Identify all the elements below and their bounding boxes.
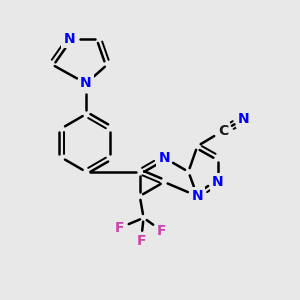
Text: N: N (158, 151, 170, 165)
Text: N: N (238, 112, 249, 126)
Text: N: N (192, 189, 203, 203)
Text: N: N (64, 32, 75, 46)
Text: N: N (80, 76, 92, 90)
Text: N: N (212, 175, 224, 189)
Text: F: F (115, 221, 124, 235)
Text: C: C (218, 124, 228, 138)
Text: F: F (136, 234, 146, 248)
Text: F: F (157, 224, 166, 238)
